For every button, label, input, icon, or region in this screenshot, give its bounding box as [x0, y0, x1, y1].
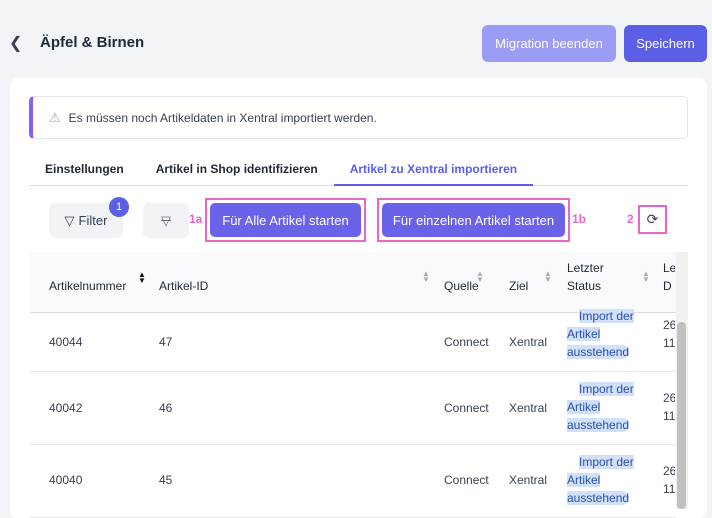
cell-ziel: Xentral [509, 473, 548, 487]
cell-quelle: Connect [444, 473, 489, 487]
refresh-icon: ⟳ [646, 211, 659, 227]
cell-quelle: Connect [444, 335, 489, 349]
col-artikel-id[interactable]: Artikel-ID [159, 279, 209, 293]
col-quelle[interactable]: Quelle [444, 279, 479, 293]
col-letzter[interactable]: Letzter [567, 261, 604, 275]
filter-icon: ▽ [64, 212, 75, 228]
col-artikelnummer[interactable]: Artikelnummer [49, 279, 127, 293]
table-row[interactable]: 40040 45 Connect Xentral Import der Arti… [30, 445, 676, 518]
end-migration-button[interactable]: Migration beenden [482, 25, 616, 62]
marker-2: 2 [627, 212, 634, 226]
cell-artikelnummer: 40044 [49, 335, 83, 349]
tab-artikel-importieren[interactable]: Artikel zu Xentral importieren [333, 150, 534, 186]
scrollbar-thumb[interactable] [677, 322, 686, 509]
sort-icon[interactable]: ▲ ▼ [544, 269, 552, 284]
clear-filter-button[interactable]: ▽ [143, 203, 189, 238]
cell-artikelnummer: 40040 [49, 473, 83, 487]
cell-date: 26 [663, 318, 675, 332]
status-badge: Import der Artikel ausstehend [567, 455, 634, 505]
tab-bar: Einstellungen Artikel in Shop identifizi… [29, 150, 688, 186]
sort-icon[interactable]: ▲ ▼ [476, 269, 484, 284]
filter-count-badge: 1 [109, 197, 129, 217]
col-truncated-1[interactable]: Le [663, 261, 675, 275]
col-truncated-2[interactable]: D [663, 279, 672, 293]
marker-1b: 1b [572, 212, 587, 226]
filter-label: Filter [78, 213, 108, 228]
table-row[interactable]: 40044 47 Connect Xentral Import der Arti… [30, 309, 676, 372]
cell-artikel-id: 46 [159, 401, 173, 415]
status-badge: Import der Artikel ausstehend [567, 309, 634, 359]
refresh-button[interactable]: ⟳ [638, 205, 667, 234]
col-ziel[interactable]: Ziel [509, 279, 529, 293]
warning-icon: ⚠ [49, 109, 61, 125]
marker-1a: 1a [189, 212, 203, 226]
cell-artikel-id: 45 [159, 473, 173, 487]
save-button[interactable]: Speichern [624, 25, 707, 62]
cell-quelle: Connect [444, 401, 489, 415]
back-chevron-icon[interactable]: ❮ [9, 35, 23, 52]
sort-icon[interactable]: ▲ ▼ [422, 269, 430, 284]
cell-ziel: Xentral [509, 401, 548, 415]
cell-time: 11 [663, 336, 675, 350]
table-header: Artikelnummer ▲ ▼ Artikel-ID ▲ ▼ Quelle ▲ ▼… [30, 252, 676, 313]
sort-icon[interactable]: ▲ ▼ [642, 269, 650, 284]
col-status[interactable]: Status [567, 279, 602, 293]
start-all-button[interactable]: Für Alle Artikel starten [210, 203, 361, 237]
tab-einstellungen[interactable]: Einstellungen [45, 162, 124, 176]
alert-text: Es müssen noch Artikeldaten in Xentral i… [68, 110, 377, 125]
filter-off-icon: ▽ [161, 212, 171, 228]
cell-time: 11 [663, 409, 675, 423]
sort-desc-icon[interactable]: ▲ ▼ [138, 270, 146, 285]
cell-artikel-id: 47 [159, 335, 173, 349]
cell-time: 11 [663, 482, 675, 496]
tab-artikel-identifizieren[interactable]: Artikel in Shop identifizieren [155, 162, 318, 176]
cell-date: 26 [663, 464, 675, 478]
warning-alert: ⚠ Es müssen noch Artikeldaten in Xentral… [29, 96, 688, 139]
cell-artikelnummer: 40042 [49, 401, 83, 415]
cell-date: 26 [663, 391, 675, 405]
status-badge: Import der Artikel ausstehend [567, 382, 634, 432]
start-single-button[interactable]: Für einzelnen Artikel starten [382, 203, 565, 237]
page-title: Äpfel & Birnen [40, 34, 145, 51]
table-row[interactable]: 40042 46 Connect Xentral Import der Arti… [30, 372, 676, 445]
cell-ziel: Xentral [509, 335, 548, 349]
